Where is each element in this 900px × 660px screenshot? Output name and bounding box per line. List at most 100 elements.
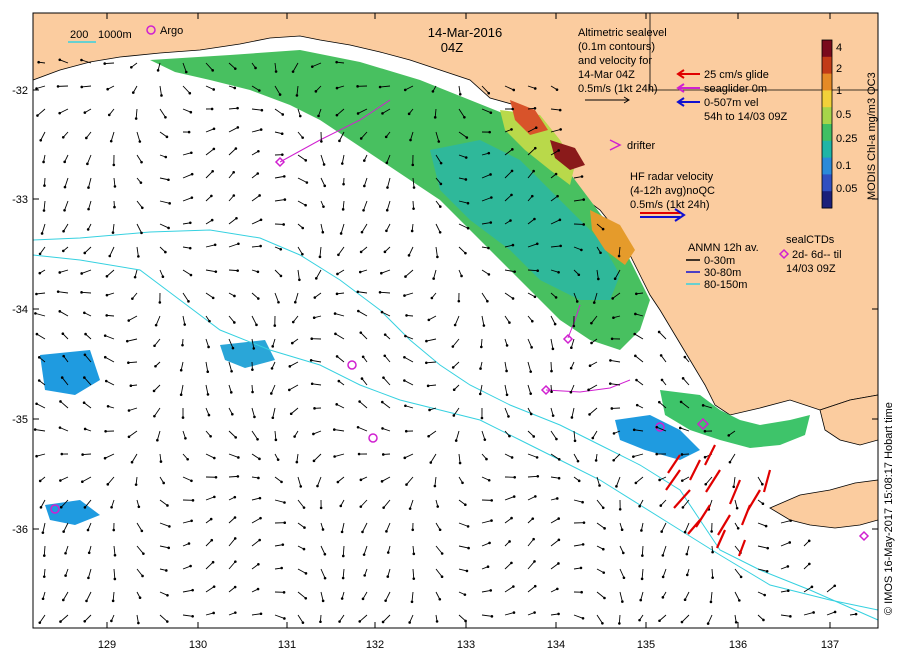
velocity-arrow xyxy=(40,499,46,508)
velocity-arrow xyxy=(270,384,276,394)
velocity-arrow xyxy=(251,453,260,460)
velocity-arrow xyxy=(633,453,644,458)
hf-radar-arrow xyxy=(705,469,721,493)
velocity-arrow xyxy=(360,332,368,340)
colorbar-tick-label: 1 xyxy=(836,85,842,97)
lon-tick-label: 129 xyxy=(98,639,116,651)
velocity-arrow xyxy=(41,223,46,234)
velocity-arrow xyxy=(313,453,322,462)
velocity-arrow xyxy=(113,545,116,556)
velocity-arrow xyxy=(682,499,690,508)
velocity-arrow xyxy=(153,384,161,392)
velocity-arrow xyxy=(826,611,836,616)
hf-radar-arrow xyxy=(665,469,681,491)
velocity-arrow xyxy=(228,62,236,70)
velocity-arrow xyxy=(479,384,483,394)
velocity-arrow xyxy=(435,591,441,600)
velocity-arrow xyxy=(335,333,345,340)
velocity-arrow xyxy=(110,131,115,142)
velocity-arrow xyxy=(610,383,621,386)
velocity-arrow xyxy=(550,128,561,133)
velocity-arrow xyxy=(36,85,46,89)
velocity-arrow xyxy=(387,568,391,577)
velocity-arrow xyxy=(435,246,438,257)
velocity-arrow xyxy=(573,292,578,302)
colorbar-segment xyxy=(822,56,832,75)
anmn-title: ANMN 12h av. xyxy=(688,242,759,254)
velocity-arrow xyxy=(84,377,92,386)
velocity-arrow xyxy=(289,384,299,391)
velocity-arrow xyxy=(42,522,46,533)
velocity-arrow xyxy=(205,453,215,459)
velocity-arrow xyxy=(320,223,324,233)
velocity-arrow xyxy=(182,85,191,94)
velocity-arrow xyxy=(39,614,46,623)
velocity-arrow xyxy=(527,147,536,156)
hf-radar-arrow xyxy=(673,489,691,509)
alt-line-2: (0.1m contours) xyxy=(578,41,655,53)
velocity-arrow xyxy=(312,383,322,386)
velocity-arrow xyxy=(84,614,92,622)
velocity-arrow xyxy=(410,131,414,141)
velocity-arrow xyxy=(550,476,560,479)
velocity-arrow xyxy=(155,315,161,326)
velocity-arrow xyxy=(757,476,763,485)
velocity-arrow xyxy=(550,245,561,248)
lat-tick-label: -36 xyxy=(12,524,28,536)
velocity-arrow xyxy=(504,517,512,524)
velocity-arrow xyxy=(136,154,142,163)
velocity-arrow xyxy=(481,222,491,225)
velocity-arrow xyxy=(342,568,345,579)
velocity-arrow xyxy=(84,354,92,363)
alt-line-5: 0.5m/s (1kt 24h) xyxy=(578,83,657,95)
velocity-arrow xyxy=(780,542,790,547)
velocity-arrow xyxy=(182,62,187,73)
longitude-axis: 129 130 131 132 133 134 135 136 137 xyxy=(98,13,839,651)
velocity-arrow xyxy=(154,338,161,347)
velocity-arrow xyxy=(527,430,535,437)
anmn-item-2: 30-80m xyxy=(704,267,741,279)
velocity-arrow xyxy=(662,568,667,578)
velocity-arrow xyxy=(634,429,644,432)
velocity-arrow xyxy=(733,476,736,487)
anmn-legend: ANMN 12h av. 0-30m 30-80m 80-150m xyxy=(686,242,759,291)
hf-radar-arrow xyxy=(704,444,716,466)
velocity-arrow xyxy=(387,177,391,188)
velocity-arrow xyxy=(104,453,115,459)
velocity-arrow xyxy=(36,403,46,409)
seal-diamond-icon xyxy=(540,384,552,396)
velocity-arrow xyxy=(383,377,391,386)
velocity-arrow xyxy=(251,430,258,440)
velocity-arrow xyxy=(60,499,69,508)
velocity-arrow xyxy=(504,586,514,593)
velocity-arrow xyxy=(618,246,621,257)
velocity-arrow xyxy=(205,338,210,348)
colorbar-tick-label: 0.5 xyxy=(836,109,851,121)
velocity-arrow xyxy=(757,522,767,527)
velocity-arrow xyxy=(319,246,322,257)
velocity-arrow xyxy=(84,499,92,508)
lon-tick-label: 135 xyxy=(637,639,655,651)
velocity-arrow xyxy=(619,568,625,578)
velocity-arrow xyxy=(634,333,644,340)
velocity-arrow xyxy=(159,131,168,138)
velocity-arrow xyxy=(135,108,138,119)
velocity-arrow xyxy=(435,154,442,164)
velocity-arrow xyxy=(156,430,161,441)
velocity-arrow xyxy=(610,359,621,363)
velocity-arrow xyxy=(205,361,209,372)
velocity-arrow xyxy=(43,200,46,211)
velocity-arrow xyxy=(112,223,115,233)
velocity-arrow xyxy=(619,591,623,602)
velocity-arrow xyxy=(296,453,299,463)
velocity-arrow xyxy=(359,614,368,622)
velocity-arrow xyxy=(251,315,257,326)
velocity-arrow xyxy=(357,108,368,114)
velocity-arrow xyxy=(596,591,605,599)
velocity-arrow xyxy=(228,453,239,458)
velocity-arrow xyxy=(550,453,560,460)
velocity-arrow xyxy=(405,85,414,91)
land-fleurieu xyxy=(819,394,879,446)
velocity-arrow xyxy=(702,404,713,409)
